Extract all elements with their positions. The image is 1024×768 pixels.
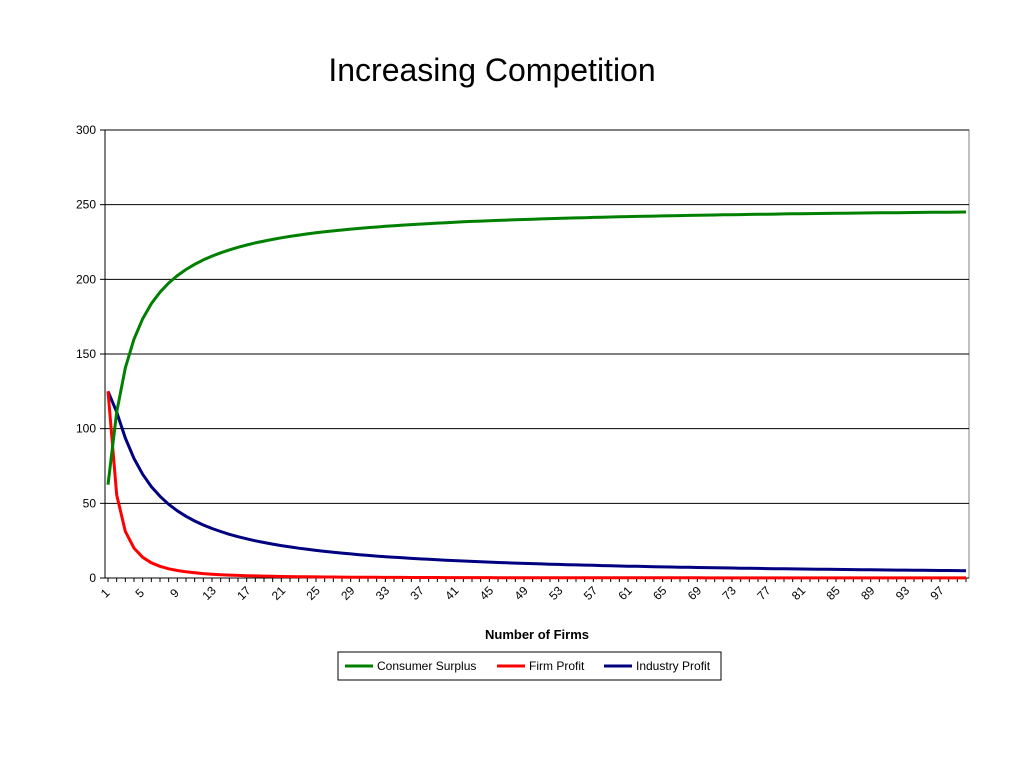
series-line-firm-profit <box>106 391 966 580</box>
x-tick-label-37: 37 <box>407 583 427 603</box>
x-tick-label-33: 33 <box>373 583 393 603</box>
x-tick-label-1: 1 <box>98 586 113 601</box>
x-tick-label-5: 5 <box>133 586 148 601</box>
x-tick-label-21: 21 <box>269 583 289 603</box>
x-tick-label-9: 9 <box>167 586 182 601</box>
x-tick-label-85: 85 <box>823 583 843 603</box>
y-tick-label-150: 150 <box>76 347 96 361</box>
x-tick-label-69: 69 <box>685 583 705 603</box>
x-tick-label-81: 81 <box>789 583 809 603</box>
x-tick-label-65: 65 <box>650 583 670 603</box>
y-tick-label-50: 50 <box>83 496 97 510</box>
x-tick-label-61: 61 <box>615 583 635 603</box>
y-tick-label-100: 100 <box>76 422 96 436</box>
x-tick-label-93: 93 <box>893 583 913 603</box>
x-tick-label-77: 77 <box>754 583 774 603</box>
series-line-industry-profit <box>106 390 967 573</box>
legend-label-industry-profit: Industry Profit <box>636 659 711 673</box>
x-tick-label-13: 13 <box>199 583 219 603</box>
x-tick-label-29: 29 <box>338 583 358 603</box>
legend-label-consumer-surplus: Consumer Surplus <box>377 659 476 673</box>
x-tick-label-17: 17 <box>234 583 254 603</box>
x-tick-label-41: 41 <box>442 583 462 603</box>
x-tick-label-45: 45 <box>477 583 497 603</box>
y-tick-label-300: 300 <box>76 123 96 137</box>
y-tick-label-0: 0 <box>89 571 96 585</box>
x-tick-label-89: 89 <box>858 583 878 603</box>
chart-title: Increasing Competition <box>328 52 656 88</box>
x-tick-label-25: 25 <box>303 583 323 603</box>
y-tick-label-250: 250 <box>76 198 96 212</box>
x-tick-label-97: 97 <box>927 583 947 603</box>
y-tick-label-200: 200 <box>76 272 96 286</box>
x-tick-label-53: 53 <box>546 583 566 603</box>
x-tick-label-73: 73 <box>719 583 739 603</box>
series-line-consumer-surplus <box>106 210 967 485</box>
x-tick-label-57: 57 <box>581 583 601 603</box>
x-axis-title: Number of Firms <box>485 627 589 642</box>
x-tick-label-49: 49 <box>511 583 531 603</box>
legend-box <box>337 651 722 681</box>
legend-label-firm-profit: Firm Profit <box>529 659 585 673</box>
